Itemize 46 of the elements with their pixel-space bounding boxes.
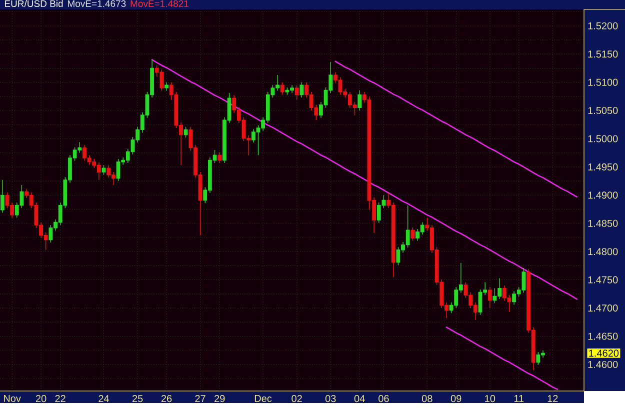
y-tick-label: 1.4900 — [588, 192, 618, 199]
x-tick-label: 20 — [36, 395, 46, 402]
candlestick — [102, 164, 106, 176]
y-tick-label: 1.4850 — [588, 220, 618, 227]
x-tick-label: 06 — [378, 395, 389, 402]
x-tick-label: 10 — [485, 395, 496, 402]
x-tick-label: 26 — [161, 395, 172, 402]
x-tick-label: 09 — [450, 395, 462, 402]
y-tick-label: 1.5100 — [588, 78, 618, 86]
y-tick-label: 1.5150 — [588, 50, 618, 58]
x-tick-label: 08 — [422, 395, 432, 402]
y-tick-label: 1.4650 — [588, 332, 618, 340]
x-tick-label: Nov — [4, 395, 21, 402]
x-tick-label: 12 — [548, 395, 558, 402]
y-tick-label: 1.5000 — [588, 135, 618, 142]
chart-subtitle: MovE=1.4673 — [68, 0, 126, 7]
x-tick-label: 25 — [132, 395, 143, 402]
candlestick — [410, 226, 415, 242]
x-tick-label: 24 — [98, 395, 110, 402]
text: 1.4620 — [589, 350, 619, 357]
candlestick — [294, 84, 299, 100]
text: MovE=1.4821 — [130, 0, 188, 7]
y-tick-label: 1.4700 — [588, 304, 618, 312]
x-tick-label: 29 — [214, 395, 225, 402]
x-tick-label: 03 — [325, 395, 336, 402]
candlestick — [358, 90, 362, 111]
candlestick — [0, 180, 4, 214]
y-tick-label: 1.4600 — [588, 360, 618, 368]
candlestick — [488, 286, 492, 308]
candlestick — [218, 152, 222, 164]
x-tick-label: 02 — [292, 395, 302, 402]
y-tick-label: 1.4950 — [588, 163, 618, 170]
x-tick-label: 11 — [514, 395, 524, 402]
x-tick-label: 04 — [354, 395, 365, 402]
y-tick-label: 1.4800 — [588, 248, 618, 256]
y-tick-label: 1.5050 — [588, 106, 618, 114]
chart-title: EUR/USD Bid — [4, 0, 63, 7]
candlestick — [184, 126, 188, 138]
y-tick-label: 1.4750 — [588, 276, 618, 284]
x-tick-label: 27 — [195, 395, 206, 402]
candlestick — [280, 82, 284, 96]
y-tick-label: 1.5200 — [588, 22, 618, 30]
x-tick-label: 22 — [55, 395, 66, 402]
candlestick — [300, 82, 304, 98]
x-tick-label: Dec — [254, 395, 272, 402]
candlestick — [164, 82, 168, 92]
